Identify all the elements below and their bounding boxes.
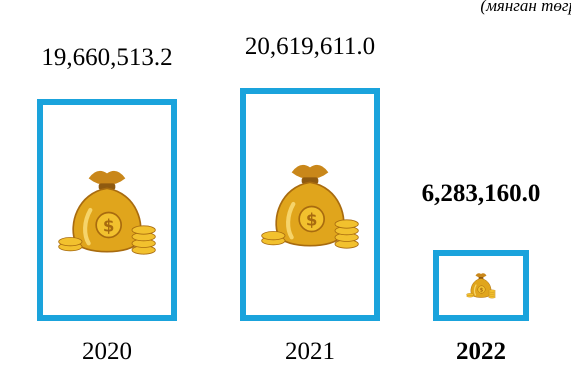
value-label-2022: 6,283,160.0	[421, 179, 541, 207]
bar-2022	[433, 249, 529, 321]
category-label-2020: 2020	[82, 338, 132, 365]
bar-2020	[37, 98, 177, 321]
category-label-2021: 2021	[285, 338, 335, 365]
unit-label: (мянган төгр	[480, 0, 571, 15]
money-bag-icon	[260, 154, 360, 254]
money-bag-icon	[466, 270, 496, 300]
bar-2021	[240, 87, 380, 321]
value-label-2020: 19,660,513.2	[41, 43, 173, 71]
money-bag-icon	[57, 160, 157, 260]
value-label-2021: 20,619,611.0	[244, 32, 376, 60]
category-label-2022: 2022	[456, 338, 506, 365]
